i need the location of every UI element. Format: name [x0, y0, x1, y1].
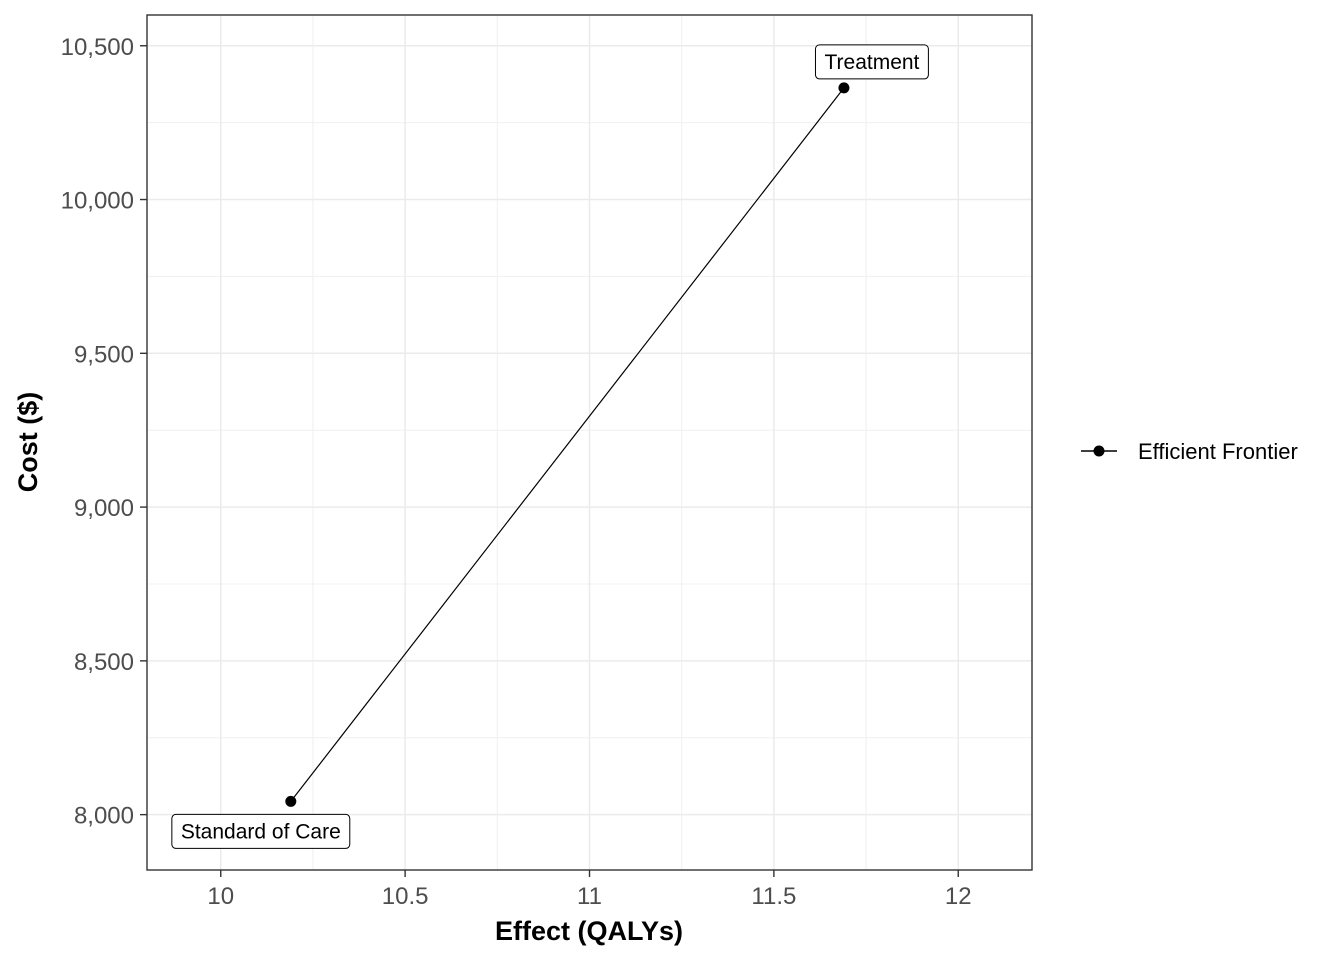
frontier-point	[838, 82, 850, 94]
x-tick-label: 11.5	[751, 883, 796, 910]
frontier-point	[285, 795, 297, 807]
series-efficient-frontier	[285, 82, 850, 807]
x-tick-label: 12	[945, 883, 972, 910]
point-label-box	[171, 813, 351, 849]
legend-label-efficient-frontier: Efficient Frontier	[1138, 439, 1298, 464]
point-labels: Standard of Care Treatment	[171, 44, 929, 849]
point-label: Standard of Care	[171, 813, 351, 849]
y-tick-label: 10,000	[61, 188, 134, 215]
y-axis-title: Cost ($)	[13, 392, 43, 493]
y-tick-label: 8,500	[74, 649, 134, 676]
axis-ticks: 10 10.5 11 11.5 12 8,000 8,500 9,000 9,500 10,000…	[61, 34, 972, 910]
point-label-text: Standard of Care	[181, 820, 341, 843]
legend: Efficient Frontier	[1081, 439, 1298, 464]
y-tick-label: 10,500	[61, 34, 134, 61]
x-tick-label: 11	[577, 883, 602, 910]
legend-point-key	[1093, 445, 1105, 457]
point-label-box	[814, 44, 929, 80]
frontier-line	[290, 87, 845, 802]
x-tick-label: 10	[207, 883, 234, 910]
x-tick-label: 10.5	[382, 883, 429, 910]
point-label: Treatment	[814, 44, 929, 80]
y-tick-label: 8,000	[74, 803, 134, 830]
point-label-text: Treatment	[824, 51, 919, 74]
y-tick-label: 9,500	[74, 341, 134, 368]
x-axis-title: Effect (QALYs)	[495, 916, 683, 946]
y-tick-label: 9,000	[74, 495, 134, 522]
